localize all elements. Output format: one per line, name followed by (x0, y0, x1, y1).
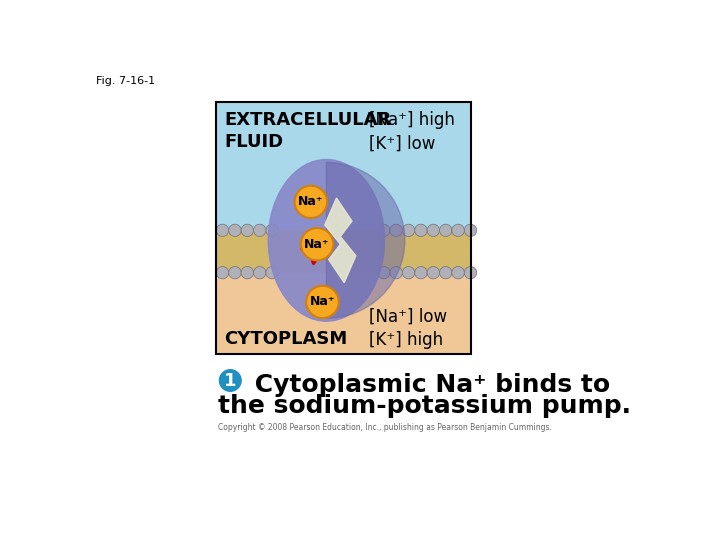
Ellipse shape (269, 159, 384, 321)
Text: Cytoplasmic Na⁺ binds to: Cytoplasmic Na⁺ binds to (246, 373, 610, 397)
Circle shape (229, 224, 241, 237)
Text: the sodium-potassium pump.: the sodium-potassium pump. (218, 394, 631, 418)
Circle shape (402, 224, 415, 237)
Circle shape (266, 267, 279, 279)
Circle shape (390, 267, 402, 279)
Circle shape (427, 224, 439, 237)
Circle shape (464, 224, 477, 237)
Circle shape (301, 228, 333, 260)
Circle shape (266, 224, 279, 237)
Text: Copyright © 2008 Pearson Education, Inc., publishing as Pearson Benjamin Cumming: Copyright © 2008 Pearson Education, Inc.… (218, 423, 552, 432)
Text: Na⁺: Na⁺ (298, 195, 323, 208)
Circle shape (439, 224, 452, 237)
Bar (216, 102, 472, 231)
Circle shape (294, 186, 327, 218)
Text: CYTOPLASM: CYTOPLASM (224, 330, 347, 348)
Text: [Na⁺] high
[K⁺] low: [Na⁺] high [K⁺] low (369, 111, 455, 153)
Circle shape (377, 267, 390, 279)
Text: 1: 1 (224, 372, 237, 389)
Circle shape (427, 267, 439, 279)
Circle shape (452, 224, 464, 237)
Circle shape (464, 267, 477, 279)
Circle shape (402, 267, 415, 279)
Circle shape (439, 267, 452, 279)
Circle shape (241, 267, 253, 279)
Circle shape (390, 224, 402, 237)
Circle shape (377, 224, 390, 237)
Polygon shape (325, 198, 356, 283)
Circle shape (216, 224, 229, 237)
Circle shape (253, 267, 266, 279)
Circle shape (229, 267, 241, 279)
Circle shape (241, 224, 253, 237)
Bar (216, 102, 472, 354)
Circle shape (415, 224, 427, 237)
Text: Fig. 7-16-1: Fig. 7-16-1 (96, 76, 156, 86)
Text: Na⁺: Na⁺ (305, 238, 330, 251)
Circle shape (220, 370, 241, 392)
Circle shape (452, 267, 464, 279)
Wedge shape (326, 163, 405, 318)
Text: EXTRACELLULAR
FLUID: EXTRACELLULAR FLUID (224, 111, 392, 151)
Text: Na⁺: Na⁺ (310, 295, 336, 308)
Bar (216, 231, 472, 354)
Text: [Na⁺] low
[K⁺] high: [Na⁺] low [K⁺] high (369, 307, 447, 349)
Circle shape (253, 224, 266, 237)
Circle shape (306, 286, 339, 318)
Circle shape (415, 267, 427, 279)
Circle shape (216, 267, 229, 279)
Bar (216, 231, 472, 273)
